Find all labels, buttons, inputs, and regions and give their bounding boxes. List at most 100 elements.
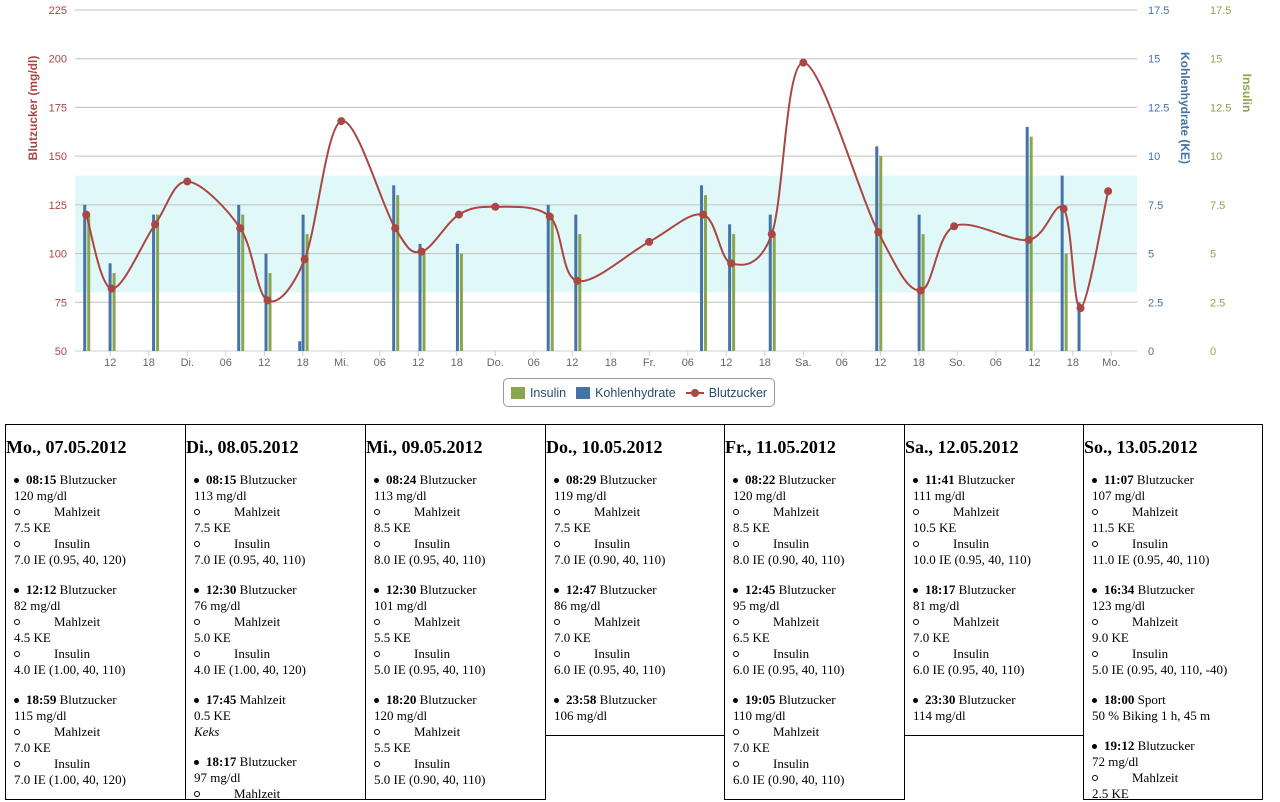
- x-tick-label: 12: [874, 357, 886, 369]
- entry-header: 08:15 Blutzucker: [14, 472, 185, 488]
- blutzucker-point[interactable]: [799, 58, 808, 67]
- sub-item-value: 4.0 IE (1.00, 40, 120): [194, 662, 306, 677]
- bullet-icon: [194, 478, 199, 483]
- entry-sub-item: Insulin: [14, 646, 185, 662]
- blutzucker-point[interactable]: [950, 222, 959, 231]
- blutzucker-point[interactable]: [417, 247, 426, 256]
- blutzucker-point[interactable]: [645, 237, 654, 246]
- legend-item-blutzucker[interactable]: Blutzucker: [685, 386, 767, 400]
- sub-item-label: Mahlzeit: [594, 504, 641, 519]
- circle-bullet-icon: [194, 509, 200, 515]
- circle-bullet-icon: [1092, 509, 1098, 515]
- entry-sub-item: Insulin: [14, 756, 185, 772]
- blutzucker-point[interactable]: [1104, 187, 1113, 196]
- sub-item-value: 7.0 IE (0.95, 40, 110): [194, 552, 306, 567]
- y-left-tick-label: 175: [49, 102, 67, 114]
- sub-item-label: Mahlzeit: [1132, 614, 1179, 629]
- blutzucker-point[interactable]: [1059, 204, 1068, 213]
- entry-value: 107 mg/dl: [1092, 488, 1146, 503]
- y-left-tick-label: 225: [49, 5, 67, 17]
- sub-item-value: 2.5 KE: [1092, 786, 1129, 801]
- sub-item-label: Mahlzeit: [234, 504, 281, 519]
- entry-sub-item: Insulin: [1092, 536, 1262, 552]
- entry-sub-item: Mahlzeit: [374, 504, 545, 520]
- log-entry: 12:30 Blutzucker 101 mg/dl Mahlzeit 5.5 KE I…: [374, 582, 545, 678]
- blutzucker-point[interactable]: [82, 210, 91, 219]
- log-entry: 18:17 Blutzucker 81 mg/dl Mahlzeit 7.0 KE In…: [913, 582, 1084, 678]
- bullet-icon: [913, 588, 918, 593]
- blutzucker-point[interactable]: [767, 230, 776, 239]
- circle-bullet-icon: [1092, 775, 1098, 781]
- y-right-kohlenhydrate-tick-label: 12.5: [1148, 102, 1169, 114]
- kohlenhydrate-bar: [700, 185, 704, 351]
- circle-bullet-icon: [913, 651, 919, 657]
- sub-item-value: 4.5 KE: [14, 630, 51, 645]
- entry-value: 119 mg/dl: [554, 488, 607, 503]
- blutzucker-point[interactable]: [874, 228, 883, 237]
- blutzucker-point[interactable]: [699, 210, 708, 219]
- legend-item-kohlenhydrate[interactable]: Kohlenhydrate: [576, 386, 676, 400]
- entry-header: 23:58 Blutzucker: [554, 692, 725, 708]
- entry-sub-item: Insulin: [374, 646, 545, 662]
- y-right-insulin-tick-label: 15: [1210, 54, 1222, 66]
- circle-bullet-icon: [14, 651, 20, 657]
- bullet-icon: [1092, 478, 1097, 483]
- log-entry: 11:41 Blutzucker 111 mg/dl Mahlzeit 10.5 KE…: [913, 472, 1084, 568]
- entry-time: 12:45: [745, 582, 776, 597]
- sub-item-label: Mahlzeit: [234, 786, 281, 801]
- blutzucker-point[interactable]: [491, 202, 500, 211]
- blutzucker-point[interactable]: [391, 224, 400, 233]
- blutzucker-point[interactable]: [1024, 235, 1033, 244]
- circle-bullet-icon: [733, 761, 739, 767]
- circle-bullet-icon: [194, 791, 200, 797]
- circle-bullet-icon: [14, 761, 20, 767]
- log-entry: 17:45 Mahlzeit 0.5 KE Keks: [194, 692, 365, 740]
- blutzucker-point[interactable]: [573, 276, 582, 285]
- blutzucker-point[interactable]: [107, 284, 116, 293]
- blutzucker-point[interactable]: [236, 224, 245, 233]
- entry-sub-item: Insulin: [913, 536, 1084, 552]
- blutzucker-point[interactable]: [1076, 304, 1085, 313]
- kohlenhydrate-bar: [301, 214, 305, 351]
- blutzucker-point[interactable]: [151, 220, 160, 229]
- entry-value: 82 mg/dl: [14, 598, 61, 613]
- kohlenhydrate-bar: [1077, 302, 1081, 351]
- entry-time: 11:41: [925, 472, 955, 487]
- entry-value: 95 mg/dl: [733, 598, 780, 613]
- bullet-icon: [194, 698, 199, 703]
- entry-sub-item: Insulin: [374, 536, 545, 552]
- sub-item-value: 6.0 IE (0.95, 40, 110): [913, 662, 1025, 677]
- sub-item-label: Insulin: [1132, 646, 1169, 661]
- entry-sub-item: Mahlzeit: [14, 724, 185, 740]
- blutzucker-point[interactable]: [263, 296, 272, 305]
- entry-header: 17:45 Mahlzeit: [194, 692, 365, 708]
- sub-item-label: Insulin: [773, 646, 810, 661]
- x-tick-label: 18: [297, 357, 309, 369]
- entry-kind: Blutzucker: [239, 472, 297, 487]
- entry-sub-item: Mahlzeit: [733, 614, 904, 630]
- x-tick-label: 18: [759, 357, 771, 369]
- y-left-tick-label: 150: [49, 151, 67, 163]
- blutzucker-point[interactable]: [183, 177, 192, 186]
- x-tick-label: 18: [913, 357, 925, 369]
- day-column: So., 13.05.2012 11:07 Blutzucker 107 mg/dl…: [1083, 424, 1263, 801]
- day-column: Do., 10.05.2012 08:29 Blutzucker 119 mg/dl…: [545, 424, 726, 736]
- legend-item-insulin[interactable]: Insulin: [510, 386, 566, 400]
- blutzucker-point[interactable]: [454, 210, 463, 219]
- blutzucker-point[interactable]: [337, 117, 346, 126]
- log-entry: 19:05 Blutzucker 110 mg/dl Mahlzeit 7.0 KE I…: [733, 692, 904, 788]
- entry-kind: Blutzucker: [957, 472, 1015, 487]
- blutzucker-point[interactable]: [545, 212, 554, 221]
- entry-sub-item: Mahlzeit: [913, 614, 1084, 630]
- entry-value: 110 mg/dl: [733, 708, 786, 723]
- x-tick-label: 12: [104, 357, 116, 369]
- entry-header: 18:20 Blutzucker: [374, 692, 545, 708]
- blutzucker-point[interactable]: [300, 255, 309, 264]
- insulin-bar: [459, 253, 463, 351]
- day-entries: 08:22 Blutzucker 120 mg/dl Mahlzeit 8.5 KE I…: [725, 472, 904, 788]
- sub-item-label: Insulin: [953, 646, 990, 661]
- circle-bullet-icon: [554, 651, 560, 657]
- circle-bullet-icon: [374, 619, 380, 625]
- blutzucker-point[interactable]: [916, 286, 925, 295]
- blutzucker-point[interactable]: [727, 259, 736, 268]
